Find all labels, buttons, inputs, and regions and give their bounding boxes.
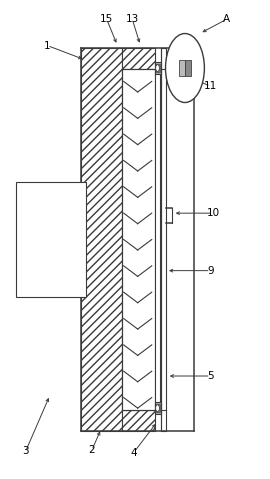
Bar bbox=[16, 182, 86, 297]
Text: 3: 3 bbox=[22, 446, 29, 456]
Text: 9: 9 bbox=[207, 266, 214, 275]
Bar bbox=[122, 410, 155, 431]
Text: 1: 1 bbox=[44, 41, 50, 50]
Bar bbox=[122, 48, 155, 69]
Text: 15: 15 bbox=[100, 14, 113, 24]
Bar bbox=[179, 60, 185, 76]
Text: 11: 11 bbox=[204, 81, 217, 91]
Bar bbox=[185, 60, 191, 76]
Bar bbox=[122, 69, 155, 410]
Bar bbox=[156, 64, 160, 72]
Text: 13: 13 bbox=[126, 14, 139, 24]
Bar bbox=[155, 62, 161, 74]
Bar bbox=[161, 48, 166, 431]
Text: 4: 4 bbox=[130, 448, 137, 457]
Text: 2: 2 bbox=[89, 445, 95, 455]
Bar bbox=[156, 404, 160, 412]
Bar bbox=[155, 69, 160, 410]
Text: 5: 5 bbox=[207, 371, 214, 381]
Circle shape bbox=[166, 34, 204, 103]
Text: A: A bbox=[223, 14, 230, 24]
Circle shape bbox=[156, 405, 159, 411]
Circle shape bbox=[156, 65, 159, 71]
Text: 10: 10 bbox=[207, 208, 220, 218]
Bar bbox=[81, 48, 122, 431]
Bar bbox=[155, 402, 161, 414]
